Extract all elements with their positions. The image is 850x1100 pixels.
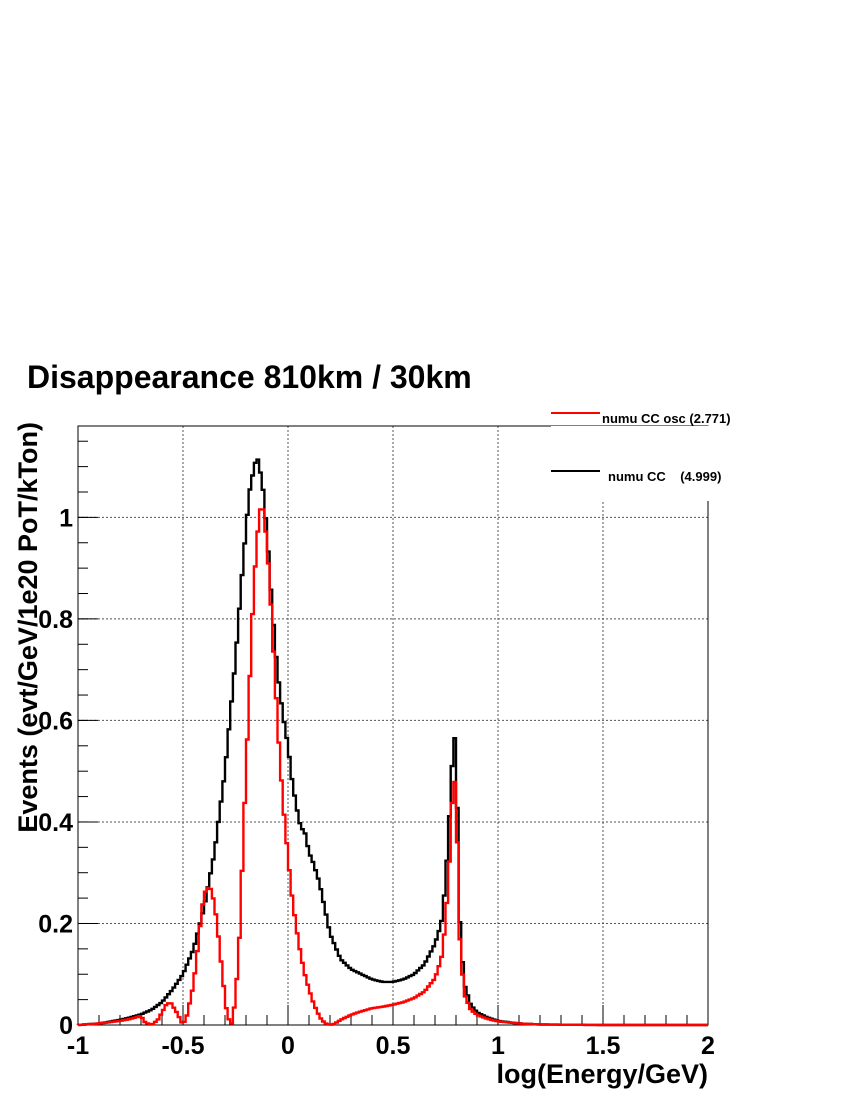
legend-label-nominal: numu CC (4.999) bbox=[608, 469, 721, 484]
series-line-osc bbox=[76, 508, 708, 1027]
y-tick-label: 1 bbox=[59, 504, 73, 532]
y-tick-label: 0.8 bbox=[38, 606, 73, 634]
legend: numu CC osc (2.771) numu CC (4.999) bbox=[551, 411, 731, 501]
x-axis-label: log(Energy/GeV) bbox=[496, 1059, 708, 1089]
x-tick-label: 0.5 bbox=[376, 1032, 411, 1060]
series-layer bbox=[76, 458, 708, 1027]
x-tick-label: -0.5 bbox=[161, 1032, 204, 1060]
x-tick-label: 0 bbox=[281, 1032, 295, 1060]
y-tick-label: 0.6 bbox=[38, 707, 73, 735]
x-tick-label: 2 bbox=[701, 1032, 715, 1060]
x-tick-label: 1.5 bbox=[586, 1032, 621, 1060]
x-tick-label: 1 bbox=[491, 1032, 505, 1060]
chart-title: Disappearance 810km / 30km bbox=[27, 359, 472, 395]
legend-box bbox=[551, 426, 709, 501]
y-tick-label: 0 bbox=[59, 1012, 73, 1040]
y-tick-label: 0.4 bbox=[38, 809, 73, 837]
y-tick-label: 0.2 bbox=[38, 910, 73, 938]
axes: -1 -0.5 0 0.5 1 1.5 2 0 0.2 0.4 0.6 0.8 1 bbox=[38, 425, 715, 1060]
x-tick-label: -1 bbox=[67, 1032, 89, 1060]
legend-label-osc: numu CC osc (2.771) bbox=[602, 411, 731, 426]
y-axis-label: Events (evt/GeV/1e20 PoT/kTon) bbox=[13, 422, 43, 833]
grid bbox=[78, 426, 708, 1025]
